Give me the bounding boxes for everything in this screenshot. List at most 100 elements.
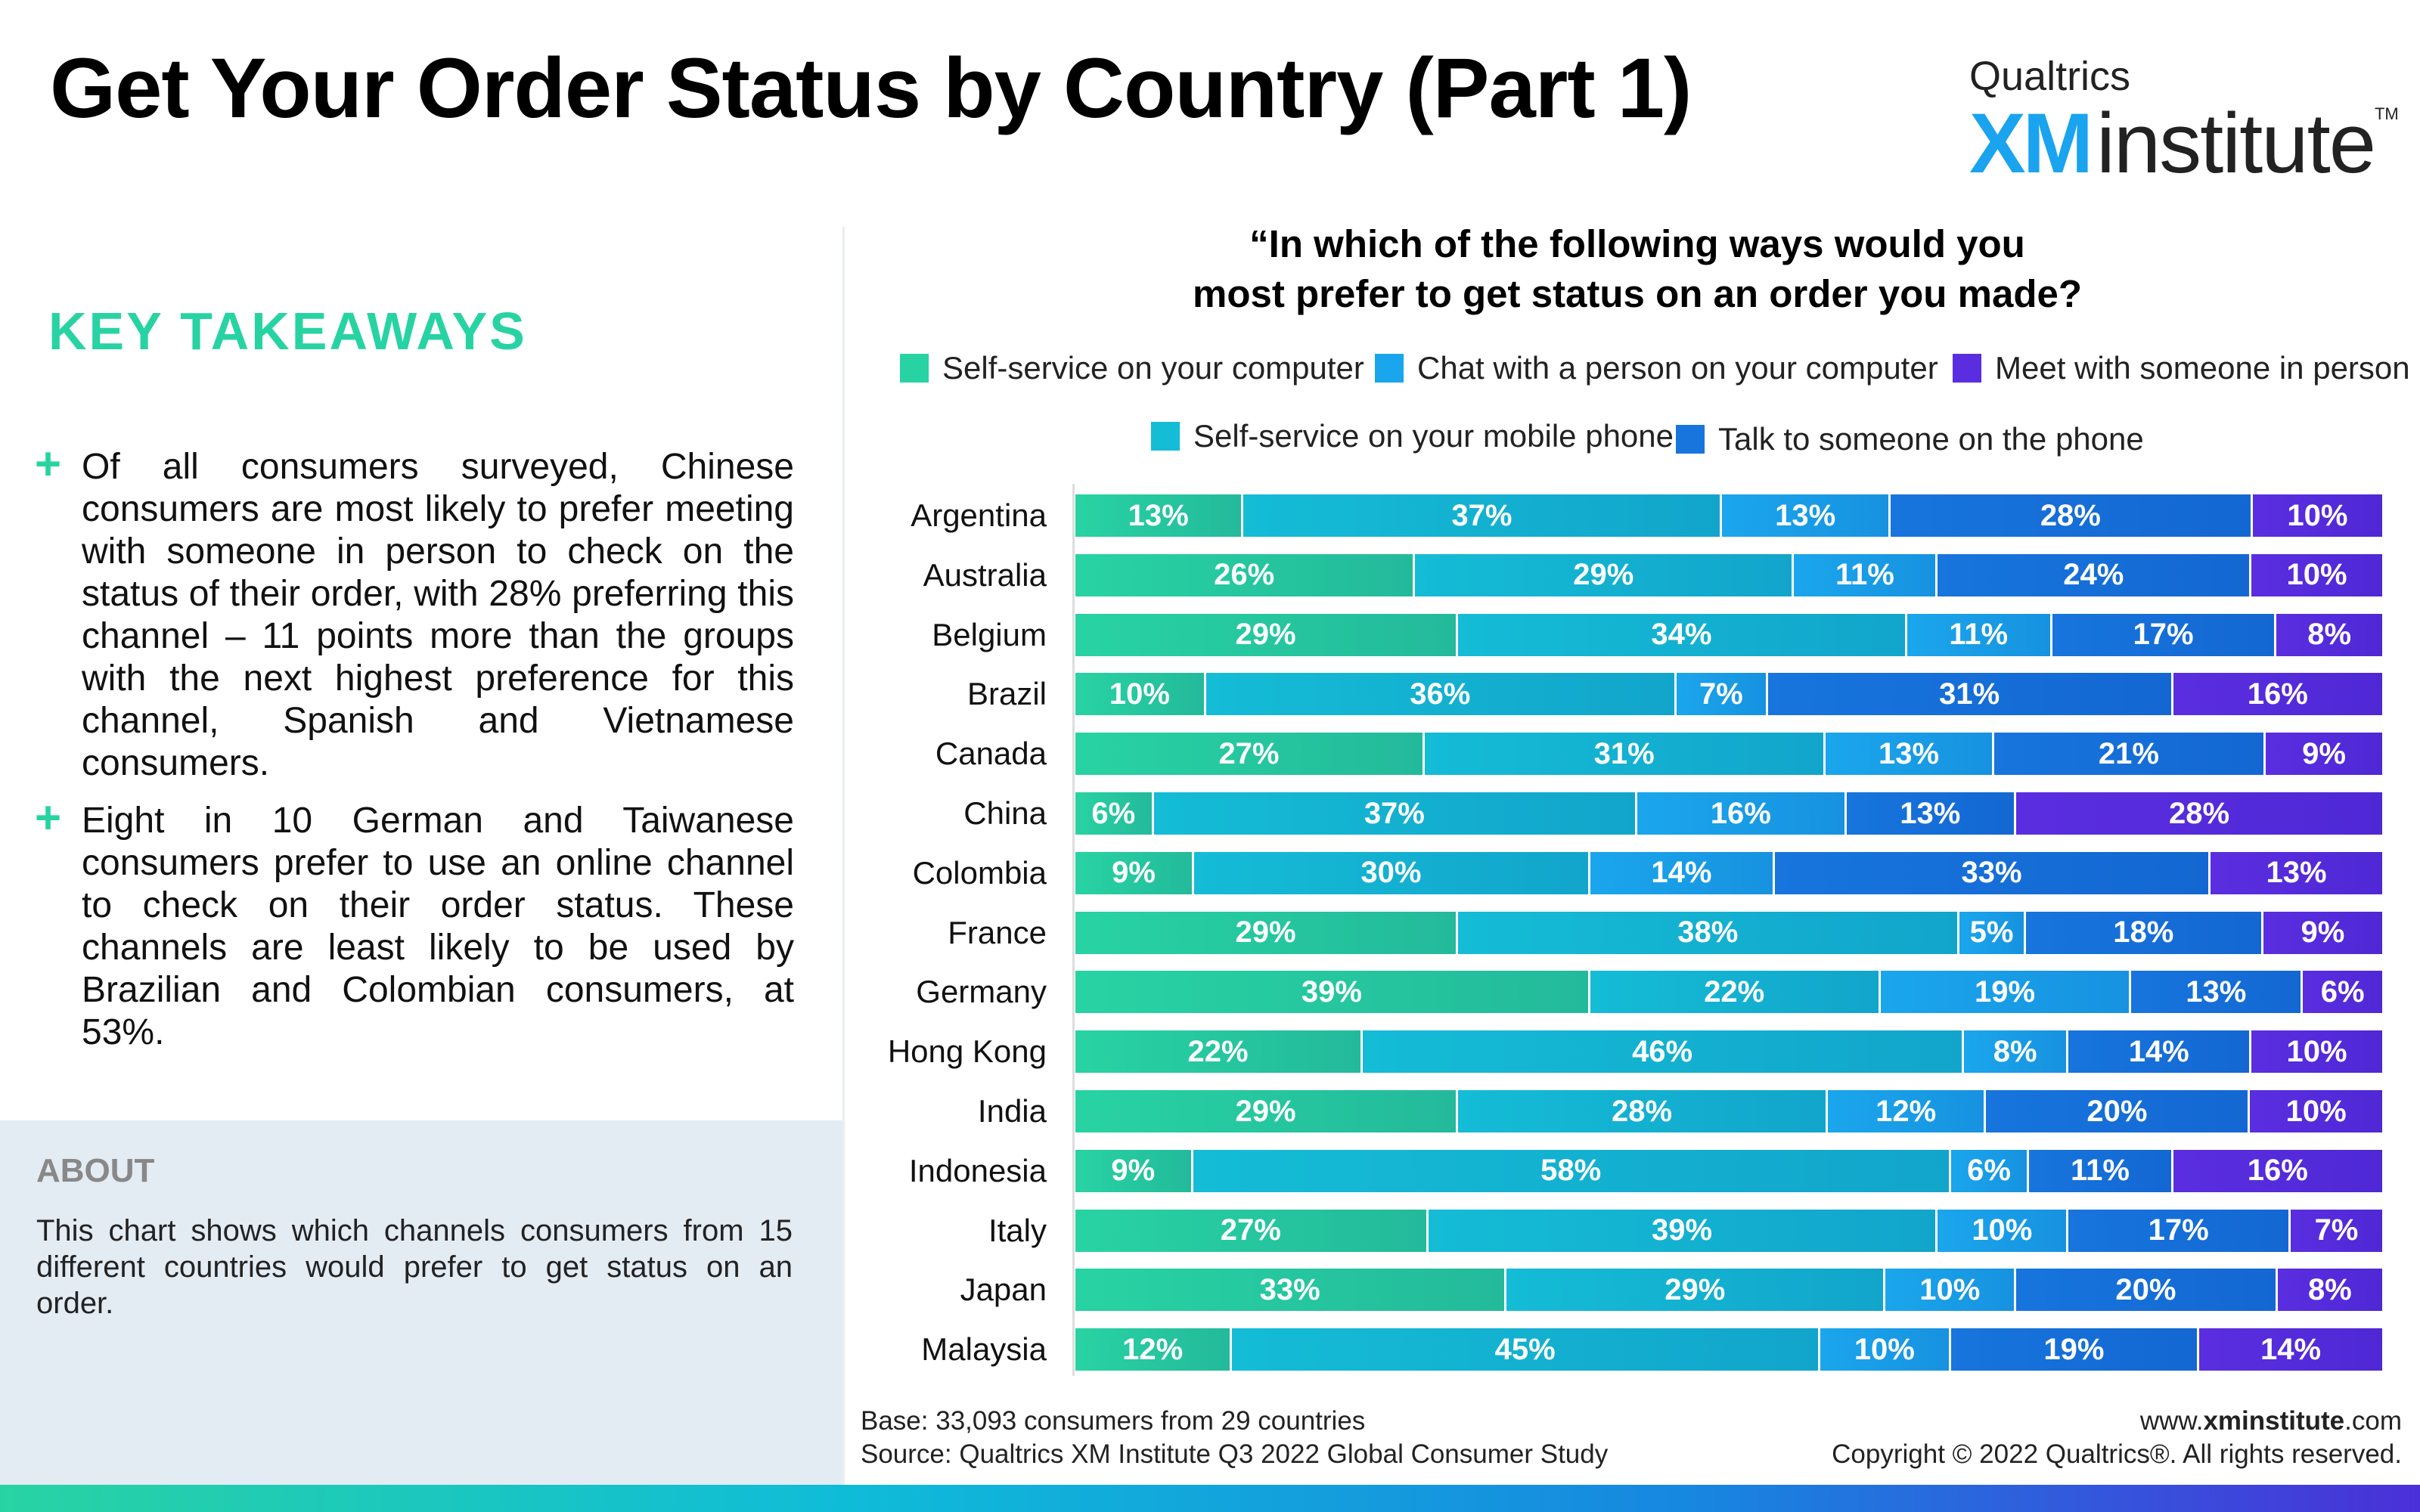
bar-segment: 26%: [1075, 553, 1416, 596]
bar-segment: 9%: [2266, 733, 2382, 776]
about-heading: ABOUT: [36, 1152, 155, 1189]
bottom-gradient-strip: [0, 1485, 2420, 1512]
bar-segment: 10%: [2251, 1030, 2382, 1074]
logo-xm: XM: [1969, 96, 2093, 191]
bar-segment: 11%: [2029, 1149, 2173, 1192]
bar-segment: 21%: [1993, 733, 2266, 776]
bar-segment: 10%: [2251, 553, 2382, 596]
bar-segment: 28%: [1890, 494, 2253, 537]
country-label: Brazil: [966, 676, 1047, 712]
bar-row: 27% 39% 10% 17% 7%: [1075, 1209, 2382, 1252]
bar-segment: 45%: [1232, 1328, 1820, 1371]
bar-segment: 6%: [1075, 792, 1154, 835]
chart-axis-line: [1072, 484, 1075, 1376]
bar-segment: 30%: [1194, 851, 1590, 894]
takeaway-item: + Of all consumers surveyed, Chinese con…: [35, 442, 794, 785]
bar-segment: 17%: [2068, 1209, 2291, 1252]
country-label: Indonesia: [908, 1152, 1047, 1188]
country-label: Japan: [960, 1272, 1047, 1308]
qualtrics-xm-institute-logo: Qualtrics XMinstituteTM: [1969, 53, 2399, 186]
website-prefix: www.: [2139, 1406, 2204, 1436]
bar-segment: 11%: [1794, 553, 1938, 596]
bar-segment: 33%: [1775, 851, 2211, 894]
bar-segment: 7%: [2291, 1209, 2382, 1252]
bar-segment: 16%: [2173, 673, 2382, 716]
panel-divider: [842, 227, 845, 1485]
bar-segment: 5%: [1959, 911, 2026, 954]
legend-swatch: [1375, 354, 1404, 383]
bar-segment: 29%: [1075, 1090, 1459, 1132]
bar-segment: 19%: [1880, 971, 2132, 1014]
bar-segment: 37%: [1153, 792, 1638, 835]
bar-segment: 29%: [1075, 613, 1459, 656]
bar-segment: 14%: [2068, 1030, 2252, 1074]
bar-segment: 13%: [2211, 851, 2382, 894]
bar-segment: 29%: [1075, 911, 1459, 954]
footer-notes: Base: 33,093 consumers from 29 countries…: [861, 1405, 1608, 1471]
bar-segment: 24%: [1938, 553, 2252, 596]
website-suffix: .com: [2344, 1406, 2402, 1436]
bar-segment: 27%: [1075, 733, 1425, 776]
bar-segment: 8%: [2276, 613, 2382, 656]
bar-row: 29% 28% 12% 20% 10%: [1075, 1090, 2382, 1132]
bar-segment: 46%: [1363, 1030, 1965, 1074]
bar-row: 33% 29% 10% 20% 8%: [1075, 1269, 2382, 1312]
bar-segment: 22%: [1590, 971, 1881, 1014]
bar-segment: 29%: [1415, 553, 1795, 596]
logo-institute: institute: [2096, 96, 2376, 191]
country-label: India: [977, 1093, 1047, 1129]
bar-segment: 14%: [1590, 851, 1776, 894]
legend-item: Self-service on your computer: [900, 349, 1364, 387]
bar-segment: 34%: [1458, 613, 1907, 656]
country-label: Germany: [916, 974, 1047, 1010]
legend-label: Meet with someone in person: [1995, 350, 2410, 386]
country-label: Malaysia: [921, 1331, 1047, 1368]
country-label: Argentina: [911, 497, 1047, 533]
country-label: China: [963, 795, 1047, 831]
bar-segment: 29%: [1506, 1269, 1886, 1312]
bar-segment: 14%: [2199, 1328, 2382, 1371]
website-link[interactable]: www.xminstitute.com: [1832, 1405, 2402, 1438]
legend-item: Meet with someone in person: [1953, 349, 2410, 387]
bar-segment: 31%: [1424, 733, 1826, 776]
bar-row: 10% 36% 7% 31% 16%: [1075, 673, 2382, 716]
bar-segment: 19%: [1950, 1328, 2200, 1371]
bar-segment: 6%: [2303, 971, 2382, 1014]
legend-swatch: [900, 354, 929, 383]
bar-segment: 13%: [1075, 494, 1244, 537]
plus-icon: +: [35, 792, 62, 843]
bar-segment: 6%: [1950, 1149, 2030, 1192]
base-note: Base: 33,093 consumers from 29 countries: [861, 1406, 1366, 1436]
bar-row: 26% 29% 11% 24% 10%: [1075, 553, 2382, 596]
bar-segment: 28%: [1458, 1090, 1828, 1132]
chart-title-line-1: “In which of the following ways would yo…: [1249, 222, 2025, 265]
chart-title-line-2: most prefer to get status on an order yo…: [1192, 272, 2082, 315]
legend-swatch: [1953, 354, 1981, 383]
bar-row: 39% 22% 19% 13% 6%: [1075, 971, 2382, 1014]
bar-row: 27% 31% 13% 21% 9%: [1075, 733, 2382, 776]
footer-credits: www.xminstitute.com Copyright © 2022 Qua…: [1832, 1405, 2402, 1471]
bar-segment: 13%: [1722, 494, 1891, 537]
bar-segment: 18%: [2025, 911, 2263, 954]
logo-wordmark: XMinstituteTM: [1969, 101, 2399, 186]
bar-segment: 58%: [1193, 1149, 1951, 1192]
bar-segment: 12%: [1827, 1090, 1987, 1132]
legend-item: Self-service on your mobile phone: [1151, 417, 1674, 455]
bar-segment: 10%: [2252, 494, 2382, 537]
legend-item: Chat with a person on your computer: [1375, 349, 1938, 387]
takeaway-text: Of all consumers surveyed, Chinese consu…: [82, 447, 794, 783]
bar-segment: 7%: [1676, 673, 1768, 716]
bar-row: 29% 38% 5% 18% 9%: [1075, 911, 2382, 954]
bar-segment: 9%: [1075, 1149, 1193, 1192]
bar-segment: 8%: [1964, 1030, 2069, 1074]
legend-label: Talk to someone on the phone: [1718, 421, 2144, 457]
bar-row: 6% 37% 16% 13% 28%: [1075, 792, 2382, 835]
chart-title: “In which of the following ways would yo…: [1081, 219, 2193, 319]
bar-segment: 28%: [2016, 792, 2382, 835]
bar-segment: 8%: [2277, 1269, 2382, 1312]
bar-segment: 38%: [1458, 911, 1960, 954]
legend-swatch: [1151, 422, 1180, 451]
country-label: Canada: [935, 736, 1047, 772]
bar-segment: 10%: [2250, 1090, 2382, 1132]
bar-segment: 10%: [1885, 1269, 2017, 1312]
